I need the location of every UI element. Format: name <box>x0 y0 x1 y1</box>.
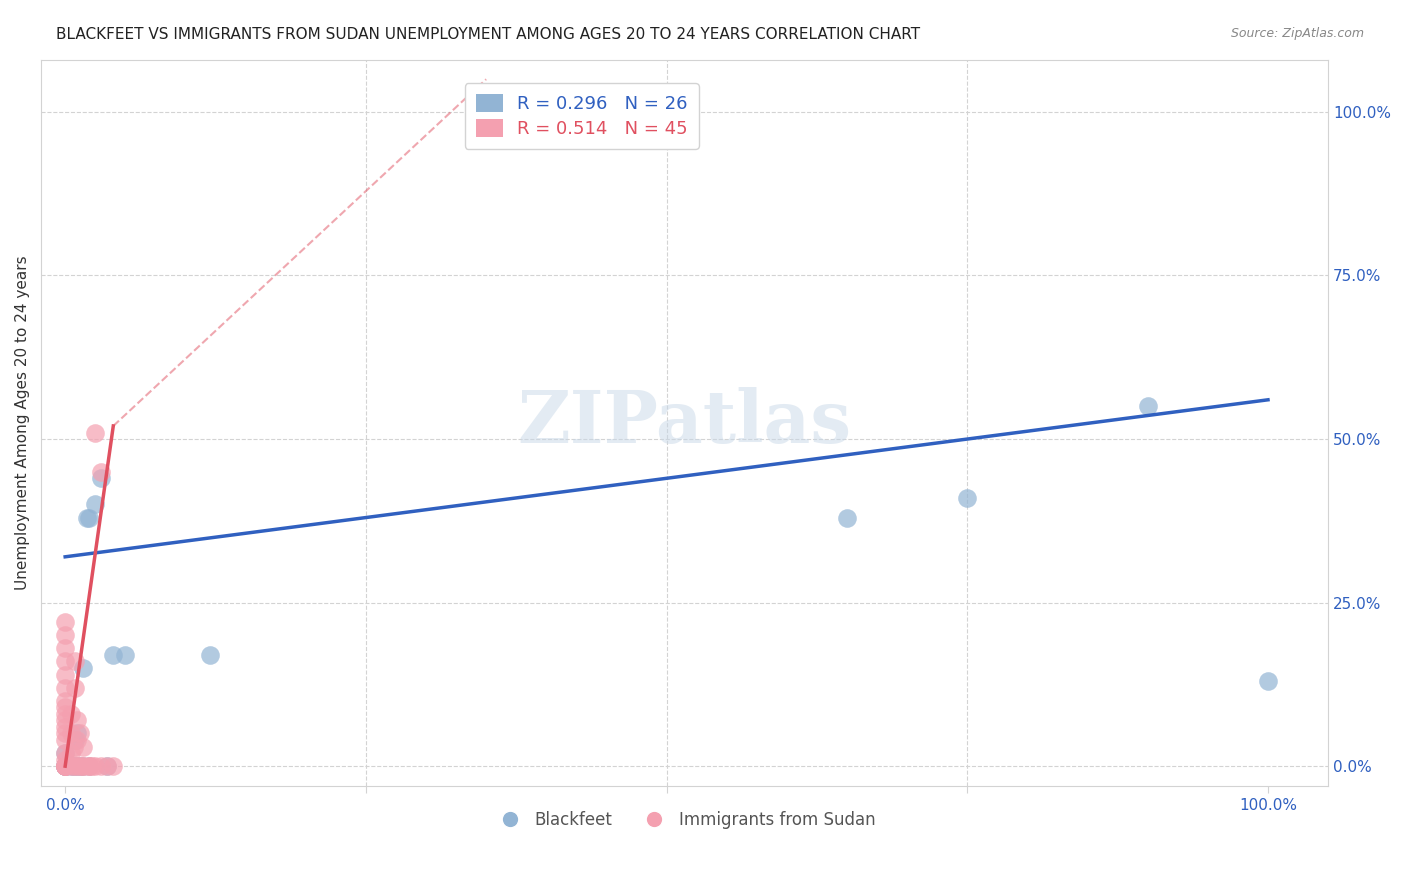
Blackfeet <box>103 648 125 662</box>
Immigrants from Sudan <box>72 759 94 773</box>
Blackfeet <box>96 759 118 773</box>
Y-axis label: Unemployment Among Ages 20 to 24 years: Unemployment Among Ages 20 to 24 years <box>15 255 30 590</box>
Immigrants from Sudan <box>53 655 76 669</box>
Immigrants from Sudan <box>66 759 89 773</box>
Immigrants from Sudan <box>90 465 112 479</box>
Immigrants from Sudan <box>60 759 83 773</box>
Immigrants from Sudan <box>69 726 91 740</box>
Immigrants from Sudan <box>84 425 107 440</box>
Blackfeet <box>114 648 136 662</box>
Blackfeet <box>77 759 100 773</box>
Immigrants from Sudan <box>72 759 94 773</box>
Blackfeet <box>76 510 98 524</box>
Immigrants from Sudan <box>53 733 76 747</box>
Blackfeet <box>53 746 76 760</box>
Immigrants from Sudan <box>53 720 76 734</box>
Blackfeet <box>53 759 76 773</box>
Blackfeet <box>90 471 112 485</box>
Text: Source: ZipAtlas.com: Source: ZipAtlas.com <box>1230 27 1364 40</box>
Immigrants from Sudan <box>66 733 89 747</box>
Immigrants from Sudan <box>63 655 86 669</box>
Immigrants from Sudan <box>96 759 118 773</box>
Immigrants from Sudan <box>53 759 76 773</box>
Blackfeet <box>53 759 76 773</box>
Immigrants from Sudan <box>53 759 76 773</box>
Immigrants from Sudan <box>53 628 76 642</box>
Immigrants from Sudan <box>77 759 100 773</box>
Immigrants from Sudan <box>60 746 83 760</box>
Blackfeet <box>1136 400 1159 414</box>
Blackfeet <box>84 498 107 512</box>
Blackfeet <box>835 510 858 524</box>
Blackfeet <box>66 726 89 740</box>
Immigrants from Sudan <box>77 759 100 773</box>
Immigrants from Sudan <box>80 759 103 773</box>
Immigrants from Sudan <box>53 759 76 773</box>
Blackfeet <box>77 510 100 524</box>
Immigrants from Sudan <box>53 641 76 656</box>
Immigrants from Sudan <box>90 759 112 773</box>
Text: ZIPatlas: ZIPatlas <box>517 387 852 458</box>
Immigrants from Sudan <box>84 759 107 773</box>
Blackfeet <box>69 759 91 773</box>
Immigrants from Sudan <box>53 667 76 681</box>
Immigrants from Sudan <box>53 700 76 714</box>
Blackfeet <box>53 759 76 773</box>
Blackfeet <box>72 661 94 675</box>
Blackfeet <box>956 491 979 505</box>
Immigrants from Sudan <box>62 759 84 773</box>
Blackfeet <box>63 733 86 747</box>
Immigrants from Sudan <box>53 759 76 773</box>
Immigrants from Sudan <box>72 739 94 754</box>
Blackfeet <box>62 759 84 773</box>
Immigrants from Sudan <box>63 681 86 695</box>
Immigrants from Sudan <box>53 746 76 760</box>
Immigrants from Sudan <box>53 714 76 728</box>
Immigrants from Sudan <box>103 759 125 773</box>
Immigrants from Sudan <box>53 753 76 767</box>
Blackfeet <box>1257 674 1279 689</box>
Immigrants from Sudan <box>53 615 76 630</box>
Immigrants from Sudan <box>60 706 83 721</box>
Immigrants from Sudan <box>69 759 91 773</box>
Text: BLACKFEET VS IMMIGRANTS FROM SUDAN UNEMPLOYMENT AMONG AGES 20 TO 24 YEARS CORREL: BLACKFEET VS IMMIGRANTS FROM SUDAN UNEMP… <box>56 27 921 42</box>
Immigrants from Sudan <box>53 706 76 721</box>
Blackfeet <box>72 759 94 773</box>
Immigrants from Sudan <box>53 681 76 695</box>
Legend: Blackfeet, Immigrants from Sudan: Blackfeet, Immigrants from Sudan <box>486 805 883 836</box>
Immigrants from Sudan <box>53 694 76 708</box>
Immigrants from Sudan <box>66 714 89 728</box>
Immigrants from Sudan <box>60 726 83 740</box>
Immigrants from Sudan <box>53 759 76 773</box>
Blackfeet <box>66 759 89 773</box>
Blackfeet <box>60 759 83 773</box>
Immigrants from Sudan <box>62 739 84 754</box>
Blackfeet <box>53 759 76 773</box>
Blackfeet <box>198 648 221 662</box>
Immigrants from Sudan <box>53 726 76 740</box>
